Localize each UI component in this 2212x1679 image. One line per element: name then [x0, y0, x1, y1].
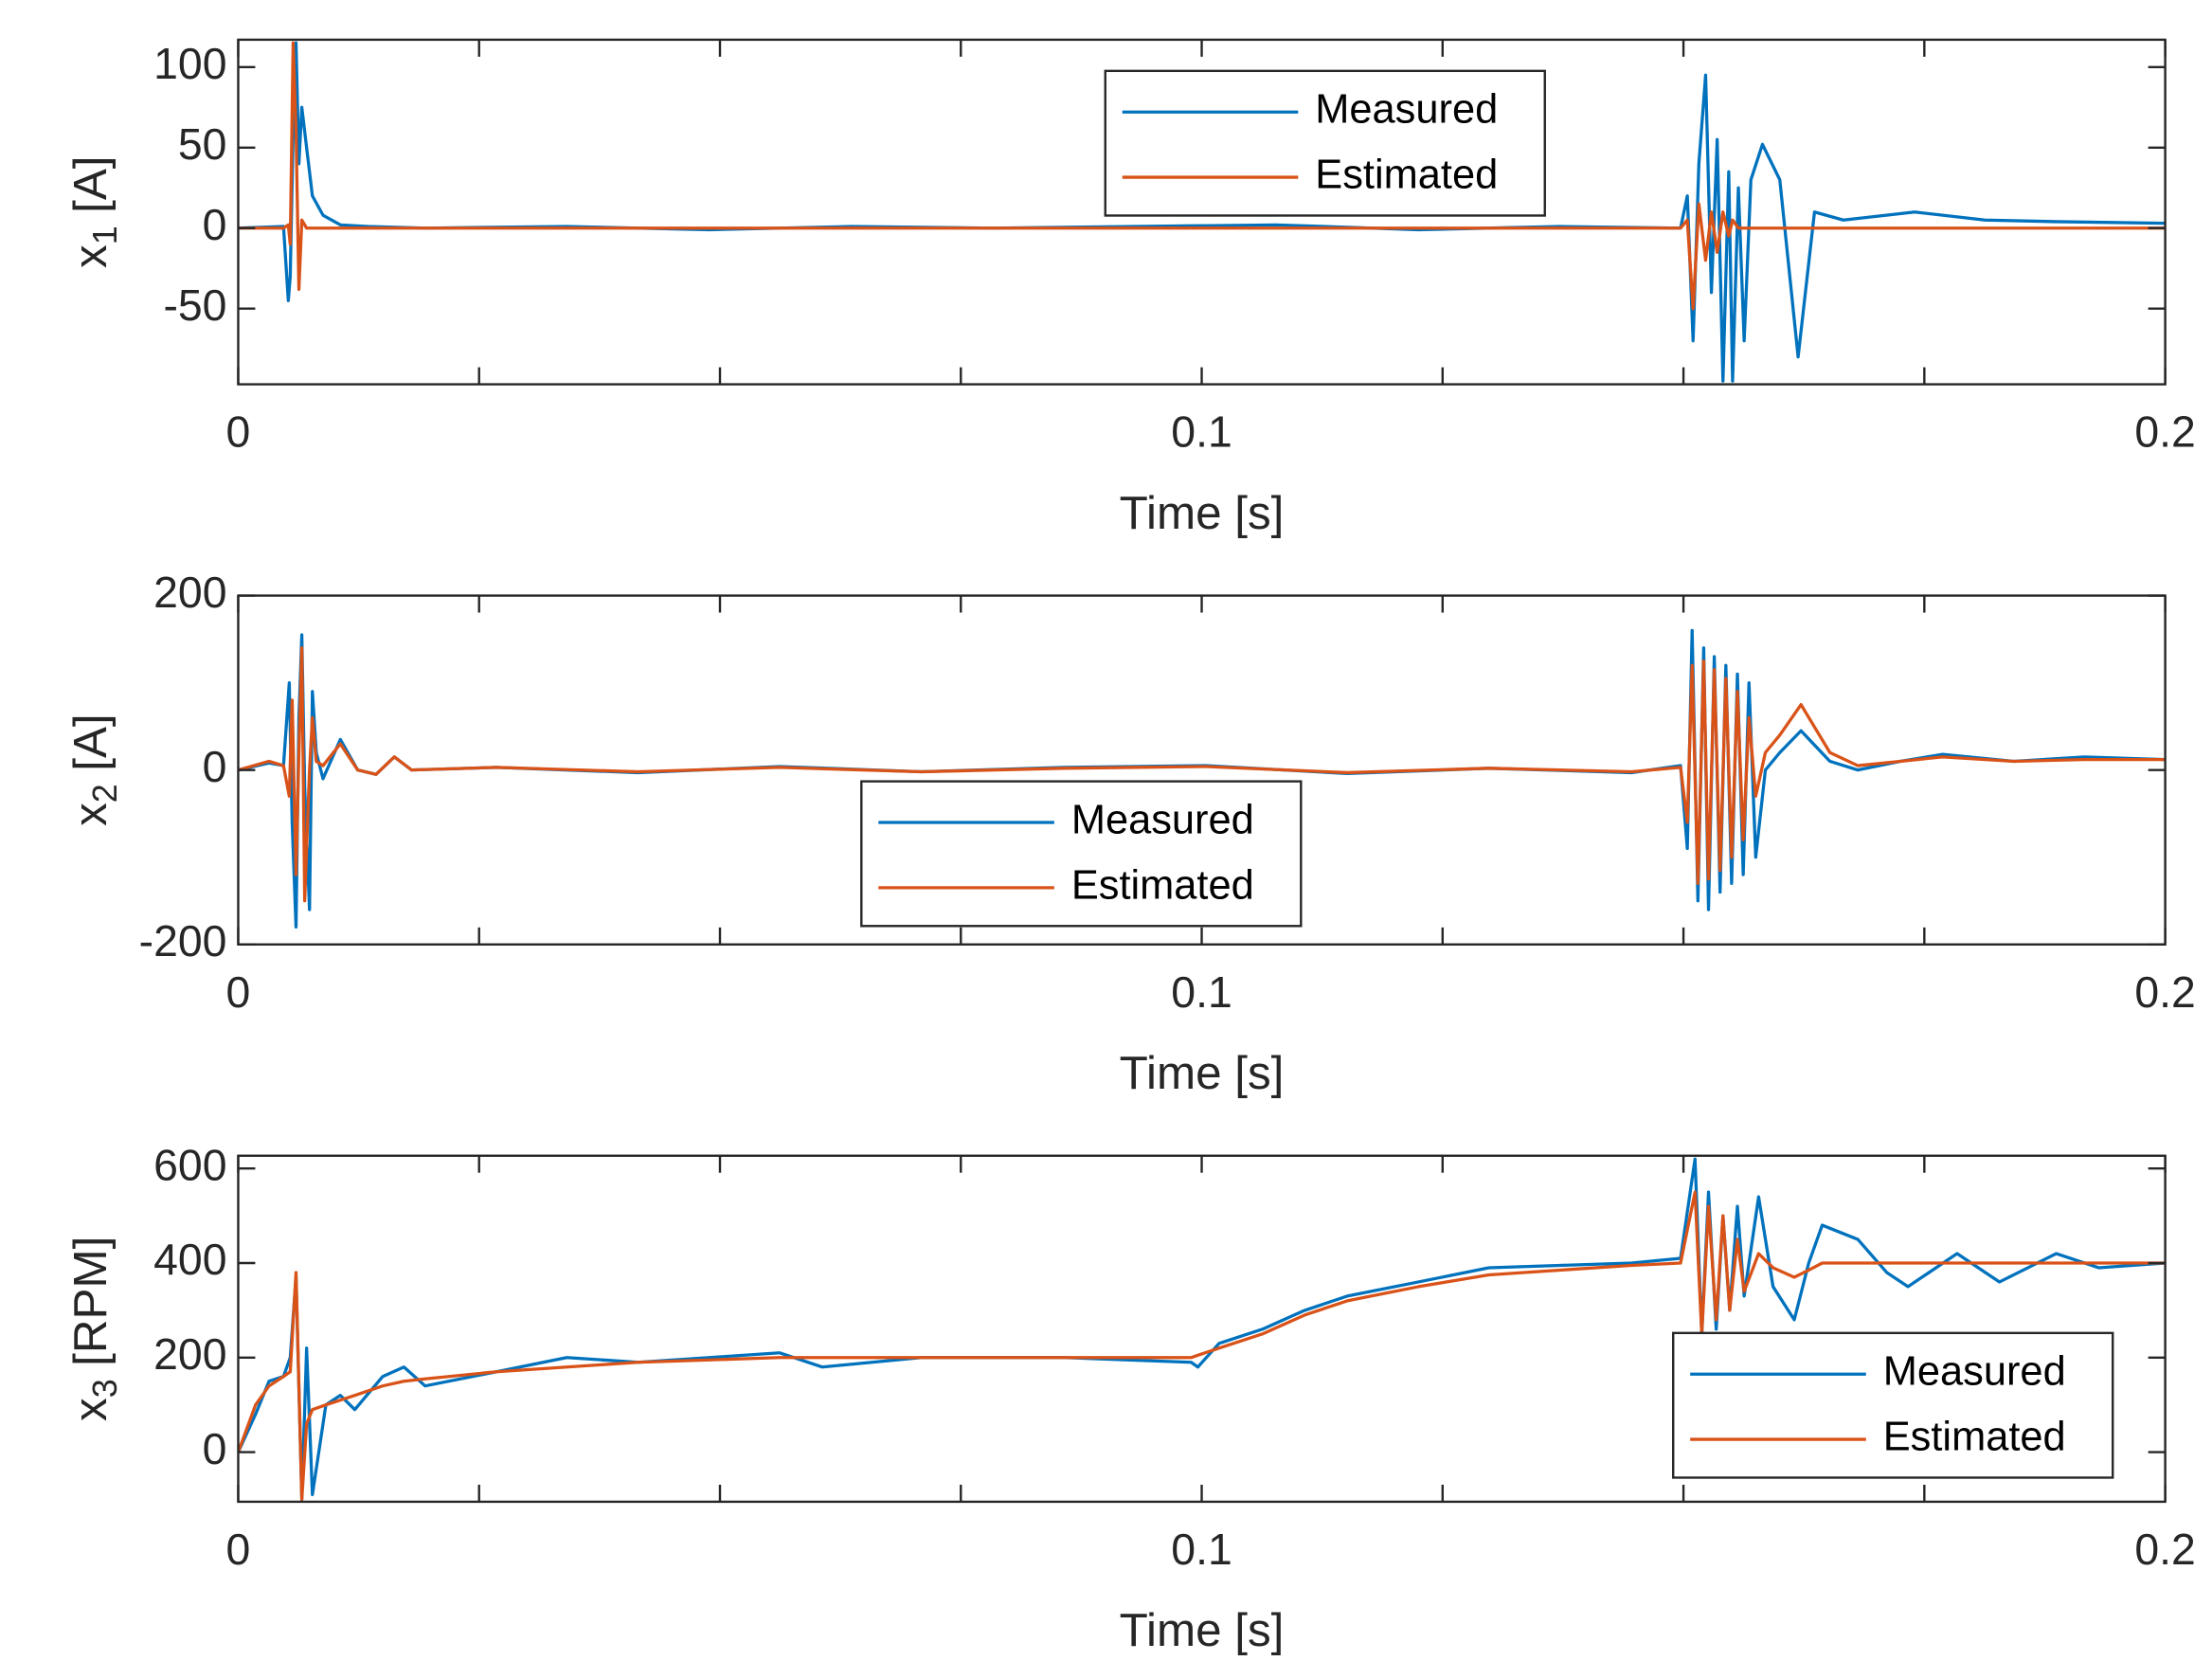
x-tick-label: 0.2 — [2134, 407, 2195, 457]
y-label-sub: 1 — [85, 226, 124, 244]
y-tick-label: 0 — [203, 742, 227, 791]
y-tick-label: 200 — [153, 568, 226, 617]
y-tick-label: 0 — [203, 200, 227, 249]
x-tick-label: 0.1 — [1171, 407, 1232, 457]
x-tick-label: 0 — [226, 1525, 251, 1574]
subplot: 0 0.1 0.2 -50 0 50 100 Time [s] x1 [A] Measured Est… — [64, 38, 2196, 539]
y-tick-label: 600 — [153, 1140, 226, 1189]
x-tick-label: 0 — [226, 967, 251, 1017]
y-axis-label: x1 [A] — [64, 155, 124, 268]
legend: Measured Estimated — [1672, 1331, 2114, 1479]
y-label-unit: [RPM] — [64, 1237, 117, 1366]
y-tick-label: -200 — [139, 916, 227, 966]
x-tick-label: 0.1 — [1171, 967, 1232, 1017]
y-tick-label: 50 — [178, 119, 227, 169]
legend-label: Estimated — [1315, 153, 1498, 198]
y-label-unit: [A] — [64, 155, 117, 212]
x-axis-label: Time [s] — [1120, 1604, 1285, 1656]
x-axis-label: Time [s] — [1120, 1047, 1285, 1099]
y-tick-label: 0 — [203, 1424, 227, 1473]
x-tick-label: 0.2 — [2134, 967, 2195, 1017]
legend-label: Estimated — [1071, 862, 1254, 908]
legend-label: Estimated — [1883, 1415, 2066, 1460]
series-group — [238, 41, 2166, 383]
x-axis-label: Time [s] — [1120, 487, 1285, 539]
legend-box — [860, 780, 1303, 928]
y-label-sub: 3 — [85, 1379, 124, 1398]
y-label-var: x — [64, 803, 117, 826]
x-tick-label: 0 — [226, 407, 251, 457]
y-label-var: x — [64, 244, 117, 268]
data-line — [238, 646, 2166, 903]
series-group — [238, 628, 2166, 929]
data-line — [238, 1190, 2166, 1502]
data-line — [238, 41, 2166, 311]
legend-box — [1104, 69, 1546, 217]
y-tick-label: 200 — [153, 1329, 226, 1379]
legend-box — [1672, 1331, 2114, 1479]
legend-label: Measured — [1071, 798, 1254, 843]
y-axis-label: x2 [A] — [64, 713, 124, 826]
y-tick-label: 400 — [153, 1235, 226, 1284]
x-tick-label: 0.2 — [2134, 1525, 2195, 1574]
legend: Measured Estimated — [1104, 69, 1546, 217]
legend: Measured Estimated — [860, 780, 1303, 928]
legend-label: Measured — [1883, 1349, 2066, 1395]
y-label-var: x — [64, 1398, 117, 1421]
x-tick-label: 0.1 — [1171, 1525, 1232, 1574]
y-tick-label: 100 — [153, 39, 226, 88]
y-label-sub: 2 — [85, 784, 124, 803]
y-tick-label: -50 — [163, 280, 226, 330]
legend-label: Measured — [1315, 87, 1498, 133]
subplot: 0 0.1 0.2 0 200 400 600 Time [s] x3 [RPM] Measured… — [64, 1140, 2196, 1656]
series-group — [238, 1157, 2166, 1502]
y-label-unit: [A] — [64, 713, 117, 770]
y-axis-label: x3 [RPM] — [64, 1237, 124, 1421]
